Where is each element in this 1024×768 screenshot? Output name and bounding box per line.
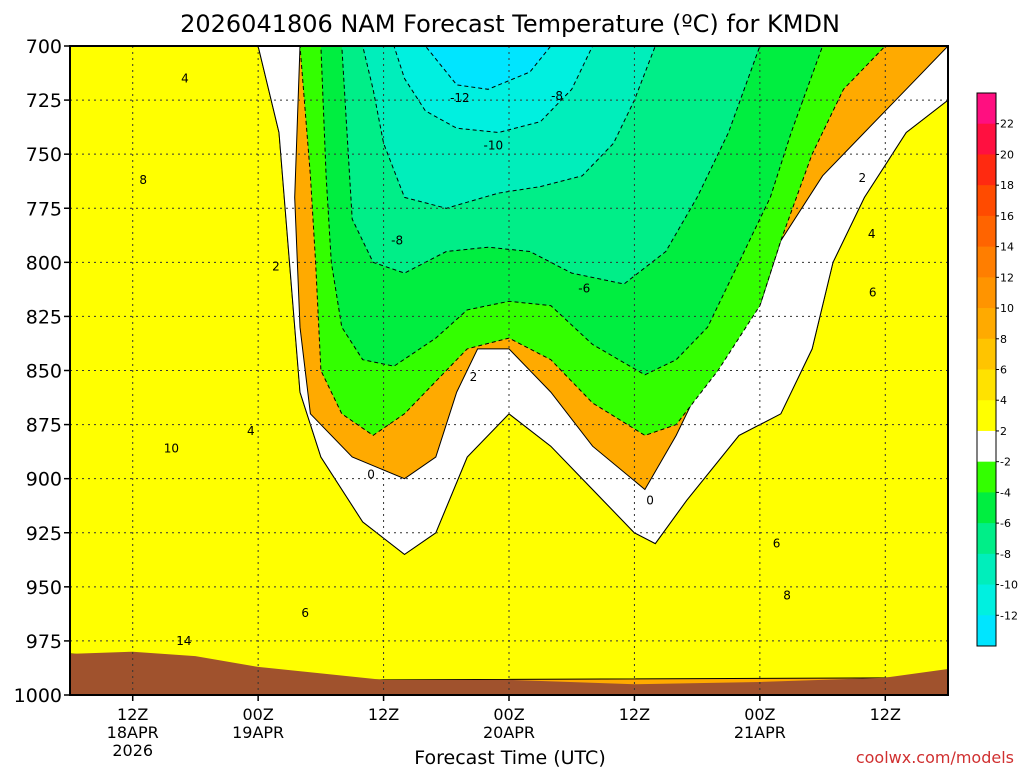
- credit-text: coolwx.com/models: [856, 748, 1014, 767]
- y-tick-label-6: 850: [26, 361, 62, 383]
- y-tick-label-1: 725: [26, 90, 62, 112]
- colorbar-label-14: -8: [1000, 548, 1011, 561]
- contour-label-8: -12: [450, 91, 470, 105]
- colorbar-swatch-17: [977, 615, 996, 647]
- y-tick-label-9: 925: [26, 523, 62, 545]
- colorbar-swatch-4: [977, 215, 996, 248]
- y-tick-label-8: 900: [26, 469, 62, 491]
- contour-label-9: -10: [484, 139, 504, 153]
- colorbar-label-1: 20: [1000, 148, 1014, 161]
- contour-label-17: 6: [869, 286, 877, 300]
- y-tick-label-12: 1000: [14, 685, 62, 707]
- colorbar-swatch-14: [977, 523, 996, 555]
- colorbar-label-4: 14: [1000, 241, 1014, 254]
- colorbar-label-10: 2: [1000, 425, 1007, 438]
- y-tick-label-7: 875: [26, 415, 62, 437]
- colorbar-label-8: 6: [1000, 364, 1007, 377]
- colorbar-label-3: 16: [1000, 210, 1014, 223]
- region-13: [424, 46, 552, 90]
- contour-label-14: 0: [646, 493, 654, 507]
- contour-label-2: 10: [164, 441, 179, 455]
- x-tick-label-0-0: 12Z: [117, 705, 148, 724]
- contour-label-15: 2: [858, 171, 866, 185]
- contour-label-16: 4: [868, 227, 876, 241]
- colorbar-label-2: 18: [1000, 179, 1014, 192]
- x-tick-label-1-1: 19APR: [232, 723, 284, 742]
- colorbar-label-0: 22: [1000, 118, 1014, 131]
- colorbar-swatch-7: [977, 308, 996, 340]
- colorbar-swatch-2: [977, 154, 996, 186]
- y-tick-label-0: 700: [26, 36, 62, 58]
- contour-label-11: -8: [391, 234, 403, 248]
- y-axis: 700 725 750 775 800 825 850 875 900 925 950 975 1000: [14, 36, 70, 707]
- contour-label-0: 4: [181, 71, 189, 85]
- colorbar-swatch-1: [977, 123, 996, 155]
- colorbar-swatch-9: [977, 369, 996, 401]
- y-tick-label-5: 825: [26, 306, 62, 328]
- x-tick-label-1-0: 00Z: [242, 705, 273, 724]
- y-tick-label-2: 750: [26, 144, 62, 166]
- y-tick-label-4: 800: [26, 252, 62, 274]
- colorbar-swatch-3: [977, 185, 996, 217]
- x-tick-label-0-2: 2026: [112, 741, 153, 760]
- contour-label-6: 6: [301, 606, 309, 620]
- y-tick-label-3: 775: [26, 198, 62, 220]
- contour-label-19: 8: [783, 588, 791, 602]
- colorbar-swatch-0: [977, 93, 996, 125]
- colorbar-label-12: -4: [1000, 486, 1011, 499]
- contour-label-4: 2: [272, 260, 280, 274]
- contour-label-7: 0: [367, 467, 375, 481]
- y-tick-label-11: 975: [26, 631, 62, 653]
- colorbar-label-16: -12: [1000, 609, 1018, 622]
- colorbar-label-13: -6: [1000, 517, 1011, 530]
- colorbar-label-11: -2: [1000, 456, 1011, 469]
- colorbar-swatch-5: [977, 246, 996, 278]
- colorbar-label-5: 12: [1000, 271, 1014, 284]
- chart-title: 2026041806 NAM Forecast Temperature (ºC)…: [180, 10, 840, 38]
- contour-label-10: -8: [551, 89, 563, 103]
- colorbar-swatch-12: [977, 461, 996, 493]
- ground-fill: [70, 651, 948, 695]
- y-tick-label-10: 950: [26, 577, 62, 599]
- colorbar-label-15: -10: [1000, 579, 1018, 592]
- x-tick-label-4-0: 12Z: [619, 705, 650, 724]
- x-tick-label-5-0: 00Z: [744, 705, 775, 724]
- x-tick-label-6-0: 12Z: [870, 705, 901, 724]
- contour-labels: 4 8 10 14 2 4 6 0 -12 -10 -8 -8 -6 2 0 2 4 6 6 8: [139, 71, 876, 647]
- contour-label-5: 4: [247, 424, 255, 438]
- colorbar-label-6: 10: [1000, 302, 1014, 315]
- contour-label-12: -6: [578, 281, 590, 295]
- x-tick-label-3-0: 00Z: [493, 705, 524, 724]
- temperature-regions: [70, 46, 948, 695]
- colorbar-swatch-16: [977, 584, 996, 616]
- x-tick-label-5-1: 21APR: [734, 723, 786, 742]
- colorbar-swatch-11: [977, 430, 996, 463]
- contour-label-13: 2: [470, 370, 478, 384]
- contour-label-1: 8: [139, 173, 147, 187]
- x-tick-label-0-1: 18APR: [107, 723, 159, 742]
- x-axis-label: Forecast Time (UTC): [414, 747, 605, 768]
- colorbar-swatch-10: [977, 400, 996, 432]
- colorbar-swatch-13: [977, 492, 996, 524]
- colorbar-swatch-6: [977, 277, 996, 309]
- colorbar-swatch-8: [977, 338, 996, 370]
- region-7: [257, 46, 948, 556]
- contour-label-3: 14: [176, 634, 191, 648]
- ground-surface: [70, 651, 948, 695]
- colorbar: 22 20 18 16 14 12 10 8 6 4 2 -2 -4 -6 -8 -10 -12: [976, 92, 1018, 647]
- colorbar-swatch-15: [977, 553, 996, 586]
- contour-label-18: 6: [773, 537, 781, 551]
- colorbar-label-9: 4: [1000, 394, 1007, 407]
- x-tick-label-2-0: 12Z: [368, 705, 399, 724]
- colorbar-label-7: 8: [1000, 333, 1007, 346]
- grid-lines: [70, 46, 948, 695]
- x-tick-label-3-1: 20APR: [483, 723, 535, 742]
